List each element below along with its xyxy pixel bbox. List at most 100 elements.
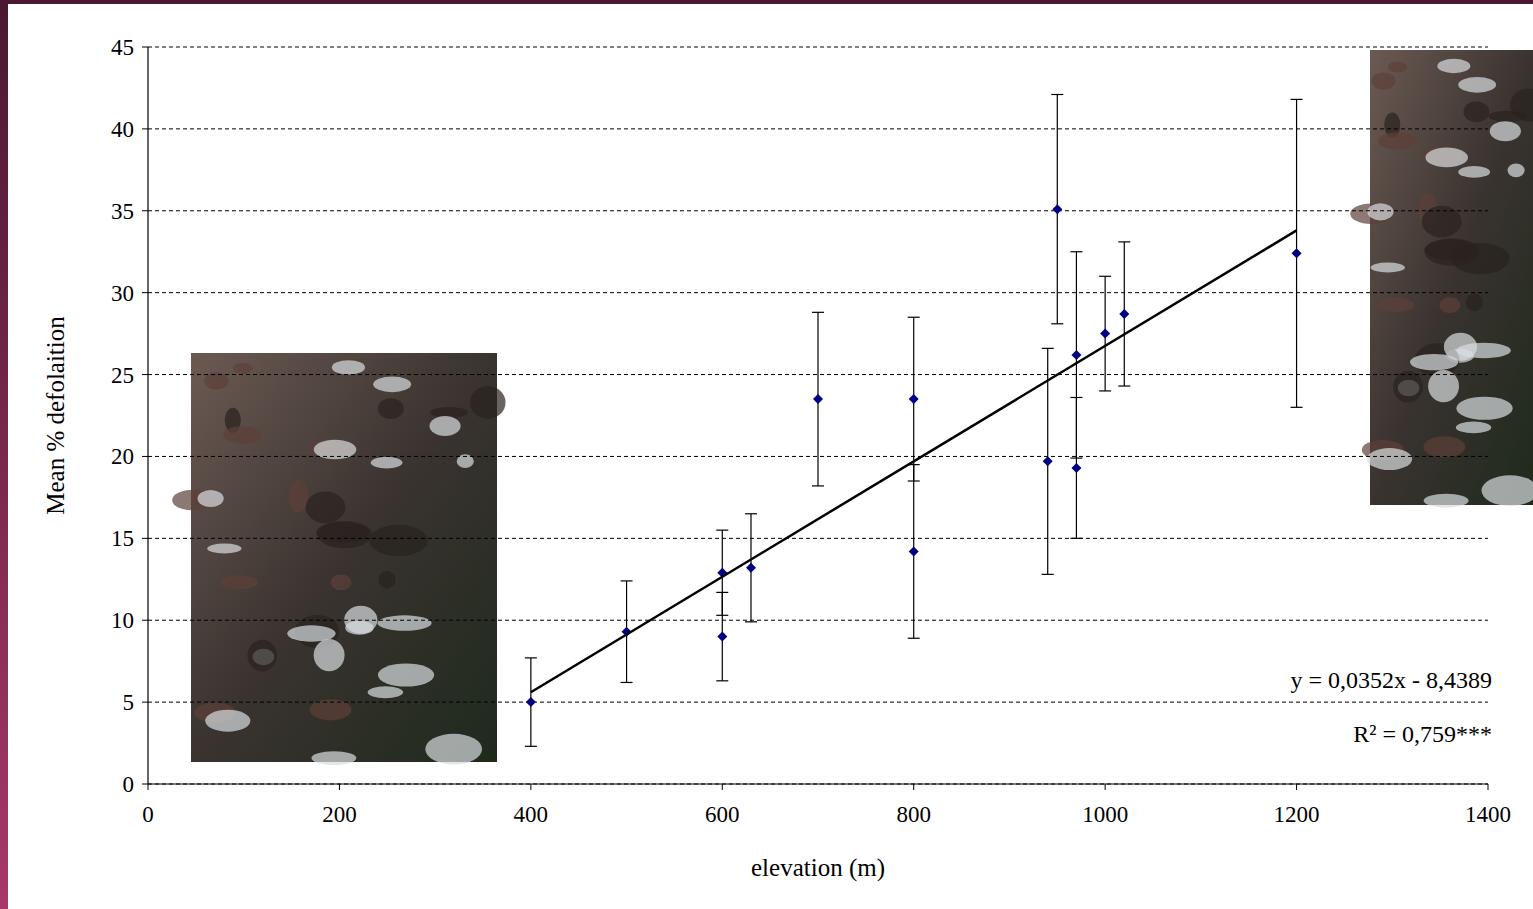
photo-leaf bbox=[248, 640, 277, 672]
photo-leaf bbox=[470, 386, 506, 419]
data-point bbox=[909, 546, 919, 556]
photo-leaf bbox=[425, 734, 482, 765]
x-tick-label: 1200 bbox=[1274, 802, 1320, 827]
y-tick bbox=[142, 210, 148, 211]
x-tick bbox=[339, 784, 340, 790]
photo bbox=[1350, 50, 1533, 508]
error-cap bbox=[1042, 348, 1054, 349]
y-tick-label: 30 bbox=[111, 281, 134, 306]
y-tick-label: 5 bbox=[123, 690, 135, 715]
data-point bbox=[1052, 204, 1062, 214]
error-bar bbox=[908, 317, 920, 481]
photo-leaf bbox=[223, 426, 262, 444]
x-tick bbox=[1105, 784, 1106, 790]
photo-leaf bbox=[1458, 166, 1490, 178]
y-tick bbox=[142, 374, 148, 375]
photo-leaf bbox=[1437, 59, 1470, 73]
photo-leaf bbox=[1458, 77, 1496, 93]
x-axis bbox=[148, 783, 1488, 784]
error-bar bbox=[745, 514, 757, 622]
error-cap bbox=[1118, 241, 1130, 242]
error-bar bbox=[525, 658, 537, 746]
grid-line bbox=[148, 620, 1488, 621]
error-bar bbox=[1099, 276, 1111, 391]
photo-bg bbox=[1370, 50, 1533, 505]
photo-leaf bbox=[1444, 333, 1477, 361]
grid-line bbox=[148, 538, 1488, 539]
x-tick bbox=[722, 784, 723, 790]
error-cap bbox=[1051, 94, 1063, 95]
photo-leaf bbox=[1371, 262, 1405, 272]
photo-leaf bbox=[1490, 121, 1521, 141]
y-tick-label: 0 bbox=[123, 772, 135, 797]
x-tick bbox=[1488, 784, 1489, 790]
photo-leaf bbox=[205, 710, 250, 732]
grid-line bbox=[148, 128, 1488, 129]
photo-leaf bbox=[1423, 436, 1465, 457]
chart: 0510152025303540450200400600800100012001… bbox=[0, 0, 1533, 909]
data-point bbox=[746, 563, 756, 573]
error-cap bbox=[908, 638, 920, 639]
photo-leaf bbox=[1378, 132, 1417, 150]
photo-leaf bbox=[1393, 371, 1422, 403]
annotation: y = 0,0352x - 8,4389 bbox=[1290, 667, 1492, 693]
photo-leaf bbox=[317, 521, 372, 548]
photo-leaf bbox=[1439, 297, 1460, 313]
x-axis-title: elevation (m) bbox=[751, 854, 885, 882]
data-point bbox=[1071, 463, 1081, 473]
photo-leaf bbox=[1425, 148, 1468, 168]
photo-leaf bbox=[1388, 62, 1408, 73]
error-cap bbox=[525, 657, 537, 658]
photo-leaf bbox=[373, 377, 411, 393]
photo-leaf bbox=[1422, 206, 1462, 238]
photo-leaf bbox=[314, 440, 357, 460]
y-axis-title: Mean % defolaition bbox=[42, 316, 69, 515]
photo-leaf bbox=[1456, 397, 1512, 420]
x-tick-label: 200 bbox=[322, 802, 357, 827]
y-tick bbox=[142, 47, 148, 48]
trend-line bbox=[531, 230, 1297, 692]
data-point bbox=[813, 394, 823, 404]
photo-leaf bbox=[1466, 293, 1483, 311]
x-tick-label: 800 bbox=[896, 802, 931, 827]
data-point bbox=[1119, 309, 1129, 319]
x-tick bbox=[913, 784, 914, 790]
y-tick bbox=[142, 784, 148, 785]
error-cap bbox=[812, 485, 824, 486]
error-cap bbox=[1070, 397, 1082, 398]
error-cap bbox=[716, 680, 728, 681]
grid-line bbox=[148, 784, 1488, 785]
plot-area bbox=[525, 94, 1303, 746]
photo-leaf bbox=[311, 751, 356, 765]
x-tick-label: 1400 bbox=[1465, 802, 1511, 827]
error-cap bbox=[1118, 385, 1130, 386]
error-bar bbox=[1070, 397, 1082, 538]
photo-leaf bbox=[1367, 448, 1412, 470]
photo-leaf bbox=[207, 543, 241, 553]
error-cap bbox=[621, 580, 633, 581]
error-cap bbox=[621, 682, 633, 683]
data-point bbox=[1071, 350, 1081, 360]
photo-bg bbox=[191, 353, 497, 762]
error-bar bbox=[1118, 242, 1130, 386]
x-tick bbox=[148, 784, 149, 790]
y-tick bbox=[142, 538, 148, 539]
error-cap bbox=[716, 592, 728, 593]
y-tick-label: 10 bbox=[111, 608, 134, 633]
photo-leaf bbox=[429, 416, 460, 436]
error-cap bbox=[1291, 407, 1303, 408]
photo-leaf bbox=[314, 639, 345, 671]
y-tick-label: 45 bbox=[111, 35, 134, 60]
data-point bbox=[526, 697, 536, 707]
error-cap bbox=[1070, 538, 1082, 539]
x-tick bbox=[530, 784, 531, 790]
y-tick bbox=[142, 620, 148, 621]
x-tick-label: 600 bbox=[705, 802, 740, 827]
error-bar bbox=[908, 465, 920, 639]
error-bar bbox=[812, 312, 824, 486]
y-tick bbox=[142, 702, 148, 703]
grid-line bbox=[148, 47, 1488, 48]
photo-leaf bbox=[368, 686, 403, 698]
x-tick-label: 400 bbox=[514, 802, 549, 827]
photo-leaf bbox=[1424, 494, 1469, 508]
